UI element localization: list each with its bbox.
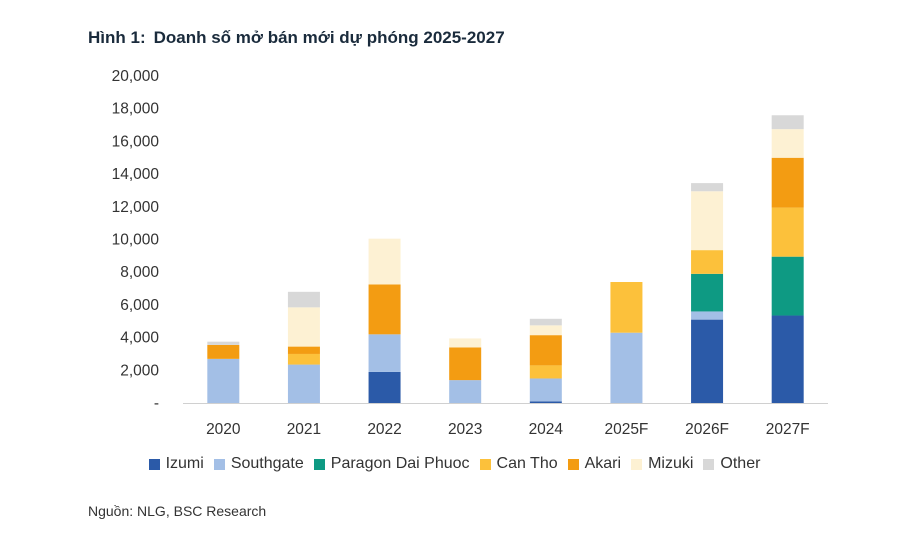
chart-title: Doanh số mở bán mới dự phóng 2025-2027: [153, 28, 505, 47]
bar-segment-akari: [771, 157, 804, 208]
legend-label: Southgate: [230, 455, 304, 472]
figure-number: Hình 1:: [88, 28, 146, 47]
legend-item: Paragon Dai Phuoc: [313, 455, 470, 473]
figure-title: Hình 1: Doanh số mở bán mới dự phóng 2025…: [88, 28, 505, 48]
bar-segment-southgate: [610, 332, 643, 403]
bar-segment-akari: [529, 335, 562, 366]
bar-segment-akari: [368, 284, 401, 335]
y-tick-label: 14,000: [112, 166, 160, 183]
bar-segment-other: [529, 318, 562, 326]
y-tick-label: 6,000: [120, 297, 159, 314]
x-tick-label: 2022: [367, 421, 401, 438]
y-tick-label: 8,000: [120, 264, 159, 281]
legend-label: Akari: [584, 455, 622, 472]
bar-segment-paragon-dai-phuoc: [771, 256, 804, 316]
y-tick-label: 16,000: [112, 133, 160, 150]
bar-segment-mizuki: [691, 191, 724, 251]
bar-segment-can-tho: [529, 365, 562, 379]
bar-segment-mizuki: [449, 338, 482, 348]
legend-item: Southgate: [213, 455, 304, 473]
legend-item: Akari: [567, 455, 622, 473]
x-tick-label: 2025F: [604, 421, 648, 438]
chart-legend: Izumi Southgate Paragon Dai Phuoc Can Tho Ak…: [0, 455, 909, 473]
legend-label: Other: [720, 455, 761, 472]
bar-segment-mizuki: [771, 129, 804, 158]
legend-label: Paragon Dai Phuoc: [330, 455, 470, 472]
source-note: Nguồn: NLG, BSC Research: [88, 503, 267, 519]
y-tick-label: 4,000: [120, 330, 159, 347]
legend-item: Other: [703, 455, 760, 473]
stacked-bar-chart: - 2,000 4,000 6,000 8,000 10,000 12,000 14,000 1…: [112, 68, 828, 438]
x-tick-label: 2026F: [685, 421, 729, 438]
x-tick-label: 2023: [448, 421, 482, 438]
legend-swatch: [313, 458, 325, 470]
bar-segment-mizuki: [368, 238, 401, 285]
x-tick-label: 2021: [287, 421, 321, 438]
legend-swatch: [213, 458, 225, 470]
bar-segment-mizuki: [529, 325, 562, 336]
bar-segment-other: [287, 291, 320, 308]
legend-item: Izumi: [148, 455, 204, 473]
y-tick-label: 18,000: [112, 101, 160, 118]
bar-segment-southgate: [207, 358, 240, 403]
bar-segment-izumi: [691, 319, 724, 403]
legend-swatch: [479, 458, 491, 470]
legend-item: Can Tho: [479, 455, 558, 473]
bar-segment-can-tho: [610, 282, 643, 333]
y-tick-label: -: [154, 395, 159, 412]
bar-segment-can-tho: [691, 250, 724, 274]
bar-segment-izumi: [529, 401, 562, 403]
y-tick-label: 20,000: [112, 68, 160, 85]
bar-segment-southgate: [691, 311, 724, 320]
y-tick-label: 12,000: [112, 199, 160, 216]
bar-segment-akari: [449, 347, 482, 381]
bar-segment-other: [207, 341, 240, 345]
bar-segment-other: [771, 115, 804, 130]
bar-segment-izumi: [368, 371, 401, 403]
legend-swatch: [148, 458, 160, 470]
y-tick-label: 10,000: [112, 232, 160, 249]
legend-swatch: [631, 458, 643, 470]
bar-segment-other: [691, 183, 724, 192]
bar-segment-can-tho: [771, 207, 804, 257]
bar-segment-akari: [207, 344, 240, 359]
x-tick-label: 2027F: [766, 421, 810, 438]
bar-segment-akari: [287, 346, 320, 354]
legend-swatch: [567, 458, 579, 470]
bar-segment-can-tho: [287, 353, 320, 365]
x-tick-label: 2024: [529, 421, 564, 438]
bar-segment-izumi: [771, 315, 804, 403]
legend-label: Can Tho: [496, 455, 558, 472]
y-tick-label: 2,000: [120, 362, 159, 379]
x-tick-label: 2020: [206, 421, 241, 438]
legend-label: Izumi: [165, 455, 204, 472]
bar-segment-paragon-dai-phuoc: [691, 273, 724, 312]
legend-item: Mizuki: [631, 455, 693, 473]
bar-segment-mizuki: [287, 307, 320, 347]
bar-segment-southgate: [529, 378, 562, 402]
bar-segment-southgate: [449, 380, 482, 403]
bar-segment-southgate: [368, 334, 401, 372]
legend-swatch: [703, 458, 715, 470]
legend-label: Mizuki: [648, 455, 694, 472]
bar-segment-southgate: [287, 364, 320, 403]
